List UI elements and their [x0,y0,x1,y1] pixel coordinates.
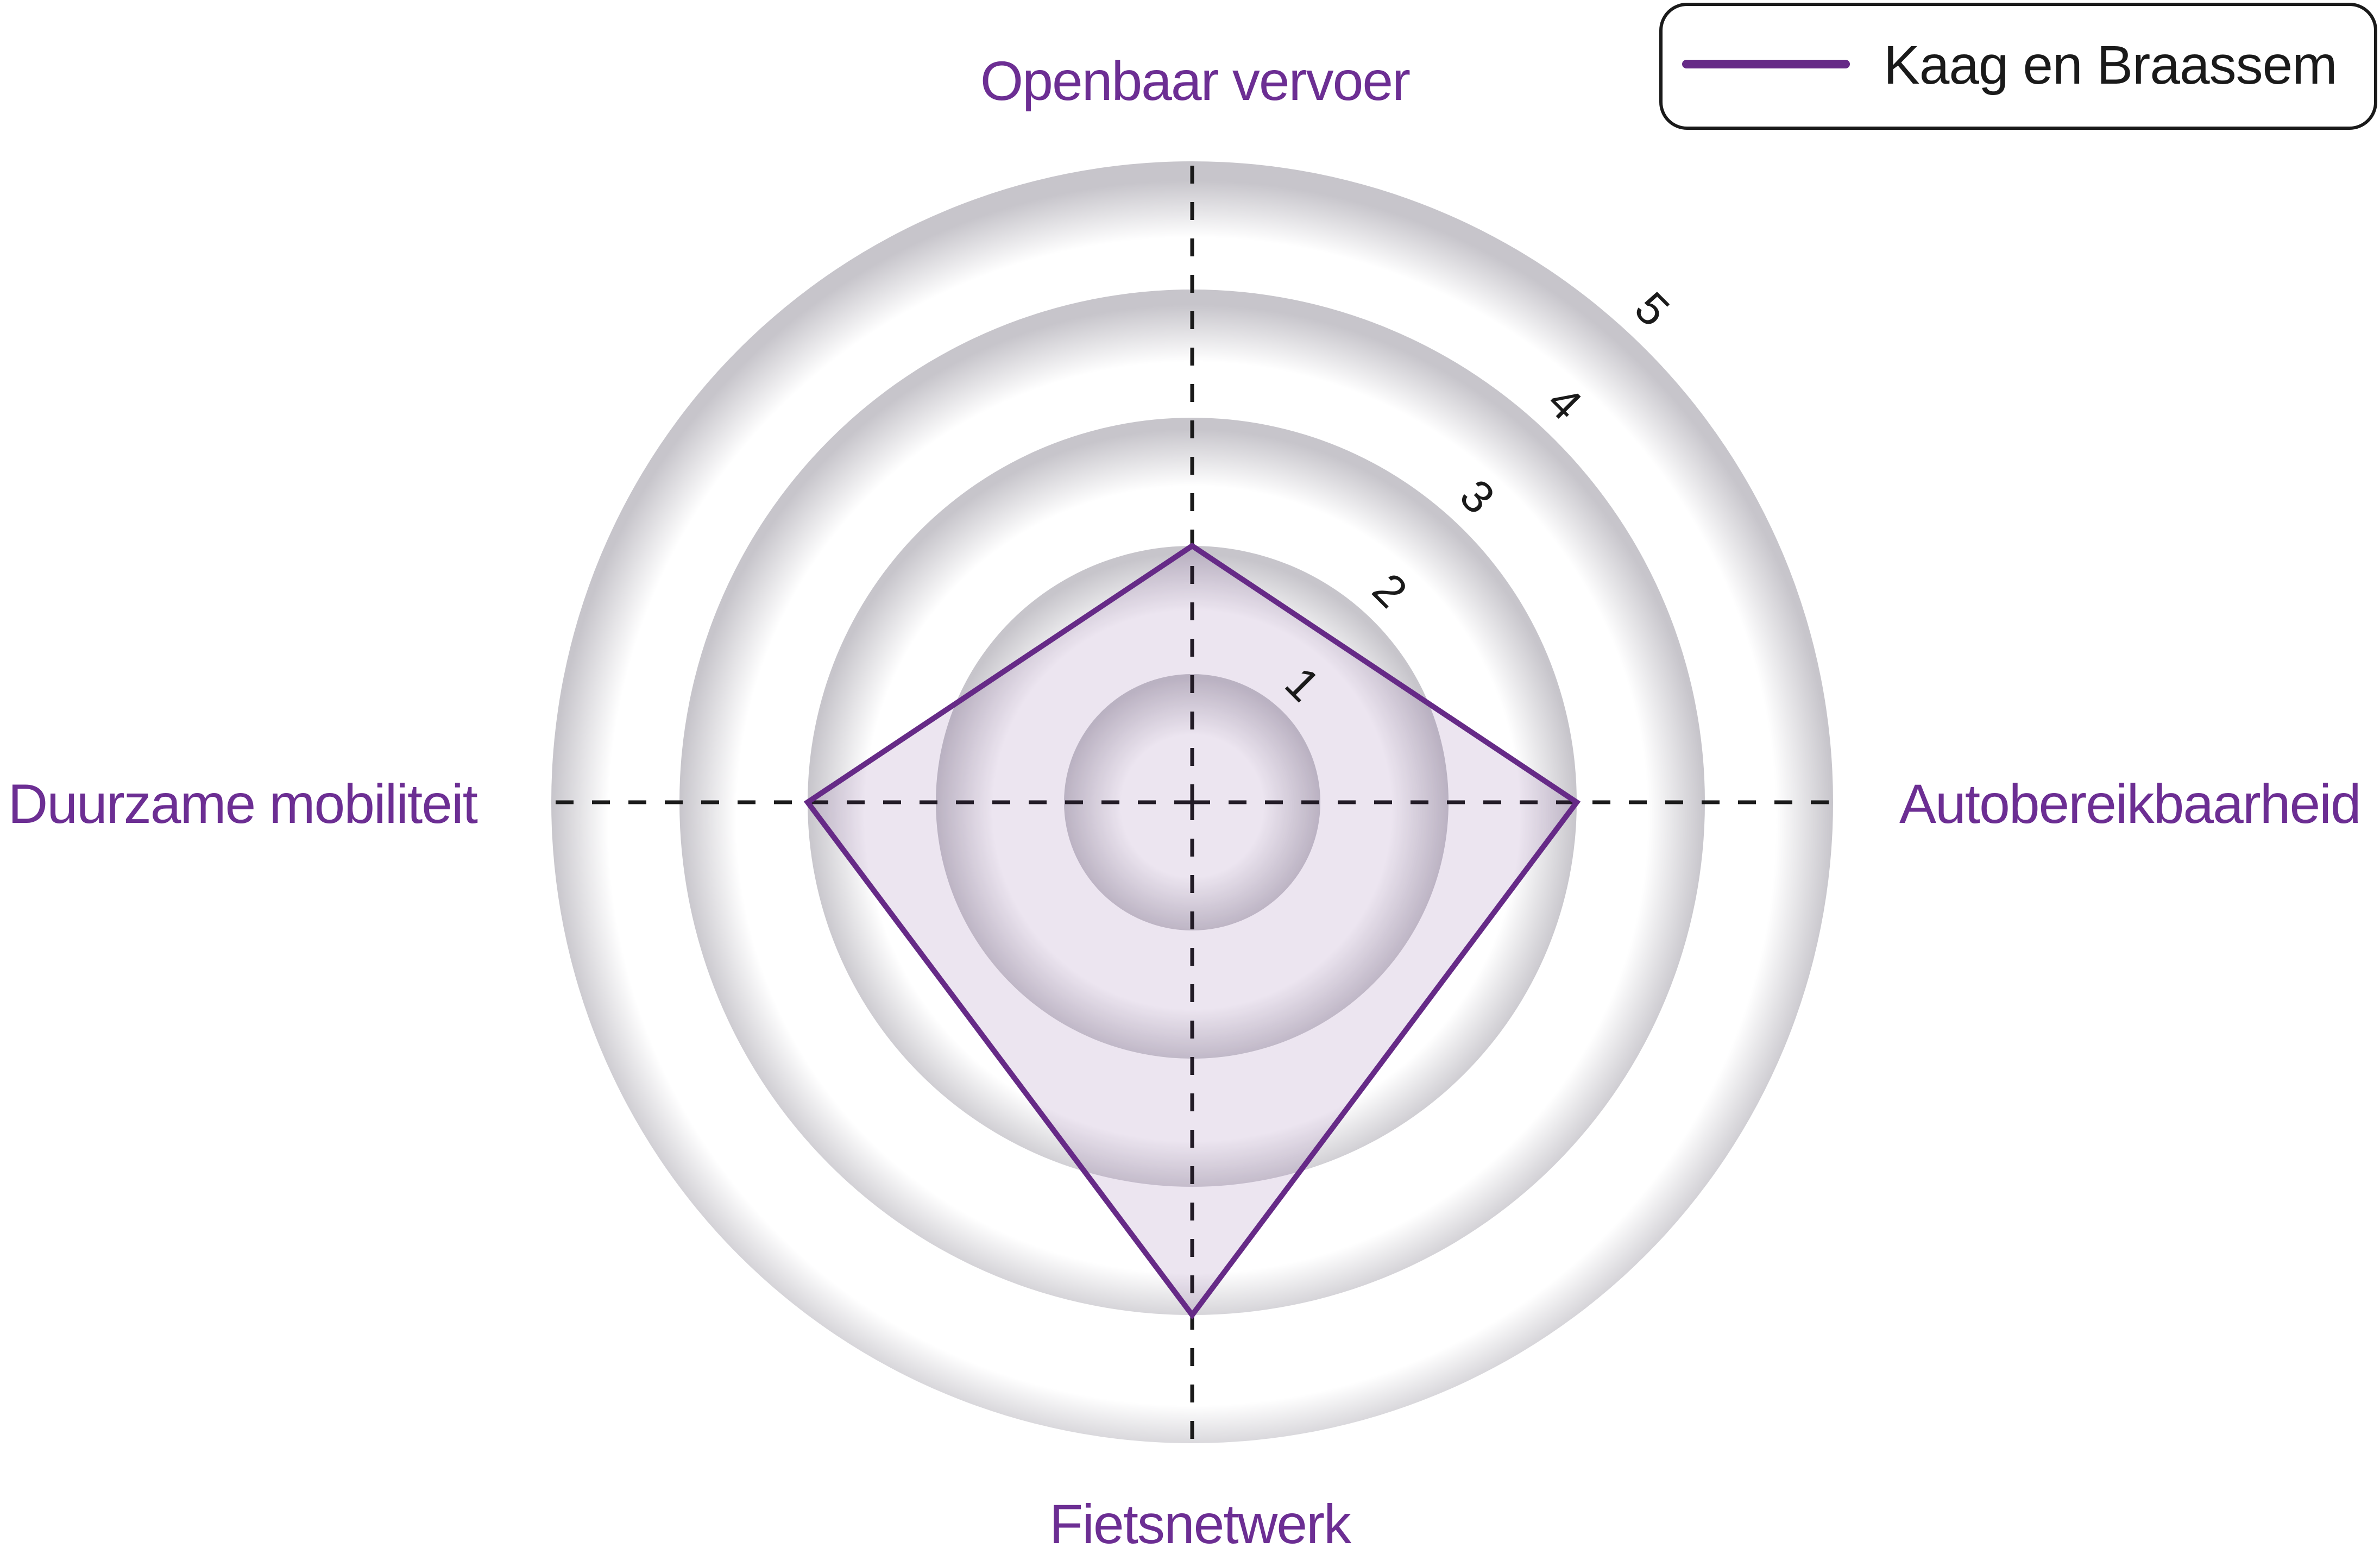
axis-label-autobereikbaarheid: Autobereikbaarheid [1899,773,2360,835]
series-polygon-kaag-en-braassem [803,542,1581,1320]
axis-label-openbaar-vervoer: Openbaar vervoer [980,50,1410,112]
ring-tick-label-5: 5 [1625,282,1679,336]
legend-label: Kaag en Braassem [1884,35,2337,96]
axis-label-duurzame-mobiliteit: Duurzame mobiliteit [8,773,478,835]
axis-label-fietsnetwerk: Fietsnetwerk [1049,1493,1352,1554]
legend-border [1659,3,2377,130]
legend[interactable]: Kaag en Braassem [1659,3,2377,130]
series-group [803,542,1581,1320]
